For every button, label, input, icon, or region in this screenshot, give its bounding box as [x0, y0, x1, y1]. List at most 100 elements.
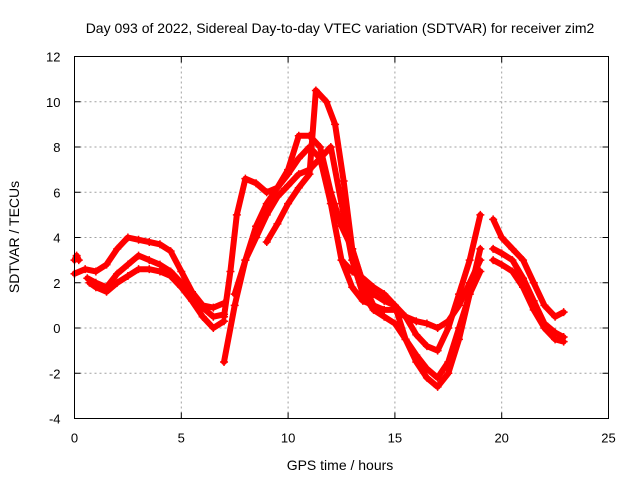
data-point	[166, 271, 175, 280]
data-point	[230, 301, 239, 310]
data-point	[123, 271, 132, 280]
data-point	[540, 301, 549, 310]
data-point	[380, 290, 389, 299]
data-point	[294, 131, 303, 140]
data-point	[433, 324, 442, 332]
data-point	[422, 319, 431, 328]
data-point	[166, 247, 175, 256]
data-point	[412, 357, 421, 366]
data-point	[358, 290, 367, 299]
data-point	[422, 342, 431, 351]
x-tick-label: 0	[71, 431, 78, 446]
data-point	[209, 324, 218, 332]
data-point	[198, 312, 207, 321]
data-point	[316, 154, 325, 163]
data-point	[187, 296, 196, 305]
data-point	[284, 199, 293, 208]
y-tick-label: -2	[49, 366, 61, 381]
y-tick-label: 10	[46, 95, 60, 110]
data-point	[91, 283, 100, 292]
chart-title: Day 093 of 2022, Sidereal Day-to-day VTE…	[86, 20, 595, 36]
data-point	[102, 260, 111, 269]
data-point	[369, 305, 378, 314]
data-point	[540, 324, 549, 332]
data-point	[401, 335, 410, 344]
data-point	[262, 188, 271, 197]
data-point	[489, 244, 498, 253]
data-point	[252, 179, 261, 188]
data-point	[284, 181, 293, 190]
data-point	[294, 183, 303, 192]
data-point	[155, 240, 164, 249]
data-point	[444, 324, 453, 332]
data-point	[209, 312, 218, 321]
data-point	[529, 305, 538, 314]
data-point	[348, 267, 357, 276]
data-point	[72, 251, 81, 260]
y-tick-label: 4	[53, 231, 60, 246]
data-point	[433, 346, 442, 355]
data-point	[476, 244, 485, 253]
data-point	[331, 120, 340, 129]
data-point	[123, 260, 132, 269]
data-point	[519, 256, 528, 265]
series-line-satellite-track-8	[338, 211, 484, 354]
data-point	[316, 143, 325, 151]
data-point	[444, 369, 453, 378]
data-point	[339, 176, 348, 185]
series-group	[70, 86, 568, 391]
data-point	[348, 283, 357, 292]
axis-ticks: -4 -2 0 2 4 6 8 10 12 0 5 10 15 20 25	[46, 50, 616, 446]
data-point	[85, 278, 94, 287]
data-point	[220, 312, 229, 321]
data-point	[145, 265, 154, 274]
data-point	[113, 278, 122, 287]
data-point	[326, 199, 335, 208]
data-point	[134, 235, 143, 244]
series-line-satellite-track-9	[490, 216, 567, 320]
data-point	[177, 267, 186, 276]
data-point	[273, 219, 282, 228]
data-point	[508, 256, 517, 265]
data-point	[433, 373, 442, 382]
data-point	[348, 244, 357, 253]
data-point	[155, 267, 164, 276]
data-point	[262, 238, 271, 247]
data-point	[497, 233, 506, 242]
data-point	[220, 357, 229, 366]
data-point	[380, 305, 389, 314]
data-point	[294, 170, 303, 179]
data-point	[454, 290, 463, 299]
data-point	[551, 335, 560, 344]
data-point	[91, 267, 100, 276]
data-point	[369, 290, 378, 299]
data-point	[412, 317, 421, 326]
x-tick-label: 10	[281, 431, 295, 446]
data-point	[134, 251, 143, 260]
data-point	[433, 382, 442, 391]
data-point	[497, 249, 506, 258]
data-point	[465, 290, 474, 299]
data-point	[155, 260, 164, 269]
data-point	[232, 210, 241, 219]
data-point	[145, 256, 154, 265]
data-point	[284, 170, 293, 179]
data-point	[412, 330, 421, 339]
data-point	[326, 143, 335, 151]
data-point	[113, 244, 122, 253]
data-point	[273, 183, 282, 192]
data-point	[489, 256, 498, 265]
x-tick-label: 20	[494, 431, 508, 446]
data-point	[134, 265, 143, 274]
data-point	[273, 192, 282, 201]
data-point	[380, 312, 389, 321]
x-axis-label: GPS time / hours	[287, 457, 394, 473]
data-point	[497, 260, 506, 269]
data-point	[358, 274, 367, 283]
series-line-satellite-track-2	[84, 252, 227, 320]
data-point	[241, 256, 250, 265]
x-tick-label: 5	[178, 431, 185, 446]
data-point	[262, 210, 271, 219]
series-line-satellite-track-11	[490, 257, 567, 345]
data-point	[305, 170, 314, 179]
